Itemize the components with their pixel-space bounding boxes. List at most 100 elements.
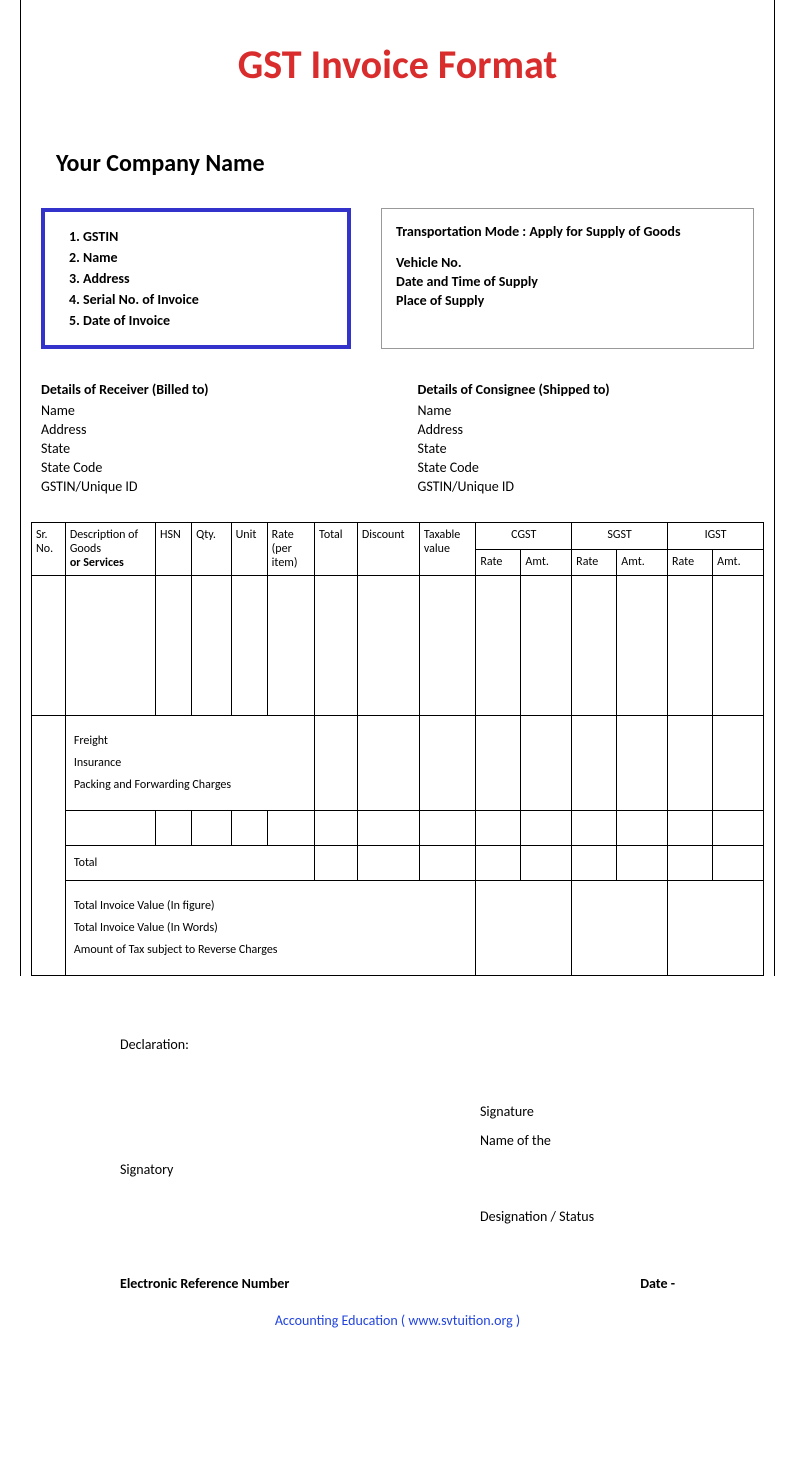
transport-mode: Transportation Mode : Apply for Supply o… [396,223,739,240]
vehicle-no: Vehicle No. [396,254,739,271]
total-words-label: Total Invoice Value (In Words) [74,921,467,935]
col-discount: Discount [357,523,419,576]
consignee-state: State [418,440,755,457]
receiver-state-code: State Code [41,459,378,476]
supplier-field: Name [83,249,329,266]
consignee-address: Address [418,421,755,438]
col-igst: IGST [668,523,764,550]
cell [32,846,66,976]
col-cgst: CGST [476,523,572,550]
totals-summary-row: Total Invoice Value (In figure) Total In… [32,881,764,976]
cell [231,811,267,846]
cell [572,716,617,811]
cell [713,576,764,716]
supplier-details-box: GSTIN Name Address Serial No. of Invoice… [41,208,351,349]
cell [267,811,314,846]
supplier-field: GSTIN [83,228,329,245]
cell [156,811,192,846]
invoice-table: Sr. No. Description of Goods or Services… [31,522,764,976]
cell [192,576,231,716]
cell [572,881,668,976]
cell [192,811,231,846]
freight-label: Freight [74,734,306,748]
receiver-gstin: GSTIN/Unique ID [41,478,378,495]
credits: Accounting Education ( www.svtuition.org… [0,1312,795,1339]
signatory-label: Signatory [120,1161,675,1178]
signature-label: Signature [480,1103,675,1120]
receiver-name: Name [41,402,378,419]
col-total: Total [315,523,358,576]
cell [32,576,66,716]
supplier-field: Date of Invoice [83,312,329,329]
cell [476,811,521,846]
cell [476,716,521,811]
electronic-ref-label: Electronic Reference Number [120,1275,289,1292]
receiver-heading: Details of Receiver (Billed to) [41,381,378,398]
cell [357,716,419,811]
cell [476,881,572,976]
declaration-label: Declaration: [120,1036,675,1053]
cell [617,716,668,811]
cell [617,576,668,716]
igst-amt: Amt. [713,549,764,576]
sgst-rate: Rate [572,549,617,576]
consignee-name: Name [418,402,755,419]
cell [617,846,668,881]
col-qty: Qty. [192,523,231,576]
cell [315,716,358,811]
cell [231,576,267,716]
total-label: Total [65,846,314,881]
consignee-heading: Details of Consignee (Shipped to) [418,381,755,398]
consignee-gstin: GSTIN/Unique ID [418,478,755,495]
line-items-row [32,576,764,716]
footer-section: Declaration: Signature Name of the Signa… [120,1036,675,1292]
col-desc: Description of Goods or Services [65,523,155,576]
supplier-field: Address [83,270,329,287]
col-hsn: HSN [156,523,192,576]
table-header-row-1: Sr. No. Description of Goods or Services… [32,523,764,550]
cell [315,846,358,881]
cell [668,811,713,846]
cell [267,576,314,716]
cell [572,811,617,846]
cell [713,811,764,846]
cell [572,576,617,716]
cell [713,716,764,811]
page-title: GST Invoice Format [31,40,764,89]
info-row: GSTIN Name Address Serial No. of Invoice… [41,208,754,349]
col-sgst: SGST [572,523,668,550]
consignee-details: Details of Consignee (Shipped to) Name A… [378,379,755,497]
footer-bottom-row: Electronic Reference Number Date - [120,1275,675,1292]
cell [521,846,572,881]
designation-label: Designation / Status [480,1208,675,1225]
col-rate: Rate (per item) [267,523,314,576]
cell [156,576,192,716]
cell [668,881,764,976]
spacer-row [32,811,764,846]
transport-box: Transportation Mode : Apply for Supply o… [381,208,754,349]
desc-line2: or Services [70,556,124,570]
totals-labels: Total Invoice Value (In figure) Total In… [65,881,475,976]
cell [357,846,419,881]
cell [357,811,419,846]
col-unit: Unit [231,523,267,576]
total-row: Total [32,846,764,881]
cell [668,576,713,716]
cell [668,846,713,881]
cell [357,576,419,716]
consignee-state-code: State Code [418,459,755,476]
charges-cell: Freight Insurance Packing and Forwarding… [65,716,314,811]
receiver-details: Details of Receiver (Billed to) Name Add… [41,379,378,497]
igst-rate: Rate [668,549,713,576]
desc-line1: Description of Goods [70,528,138,556]
cell [65,576,155,716]
cell [315,576,358,716]
cell [476,846,521,881]
cell [419,576,475,716]
receiver-state: State [41,440,378,457]
cell [713,846,764,881]
cell [521,811,572,846]
col-srno: Sr. No. [32,523,66,576]
charges-row: Freight Insurance Packing and Forwarding… [32,716,764,811]
receiver-address: Address [41,421,378,438]
